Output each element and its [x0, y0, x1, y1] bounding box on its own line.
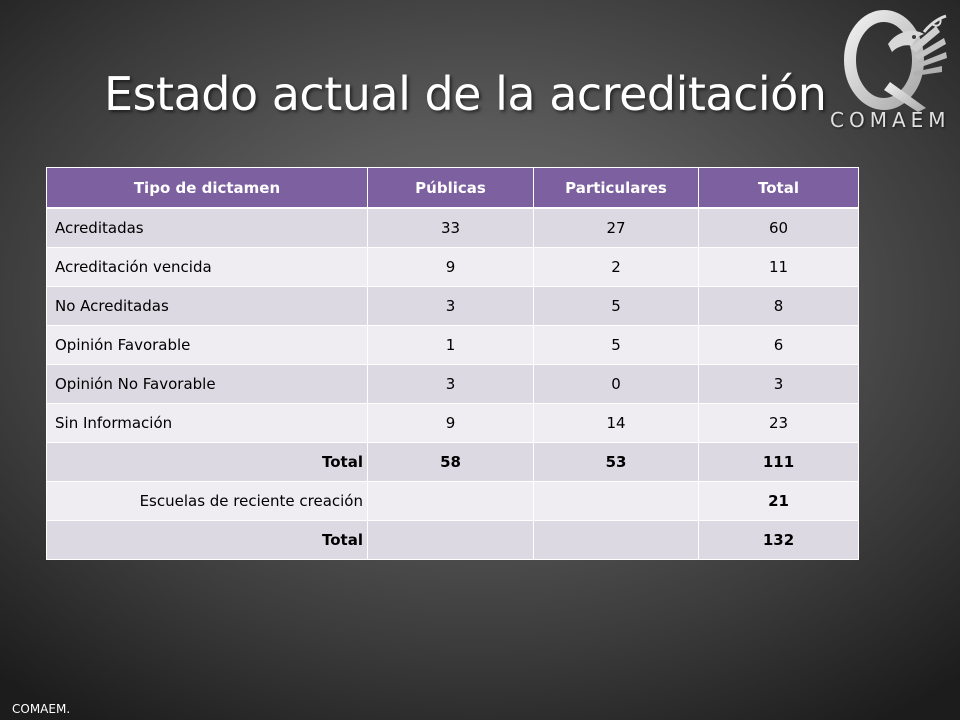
table-row: Acreditación vencida 9 2 11: [46, 247, 859, 287]
new-schools-label: Escuelas de reciente creación: [46, 481, 368, 521]
cell-publicas: 9: [367, 403, 534, 443]
table-row: No Acreditadas 3 5 8: [46, 286, 859, 326]
header-total: Total: [698, 167, 859, 209]
subtotal-total: 111: [698, 442, 859, 482]
cell-total: 6: [698, 325, 859, 365]
cell-particulares: 2: [533, 247, 699, 287]
row-label: Sin Información: [46, 403, 368, 443]
cell-total: 60: [698, 207, 859, 248]
subtotal-label: Total: [46, 442, 368, 482]
subtotal-publicas: 58: [367, 442, 534, 482]
grand-total-particulares: [533, 520, 699, 560]
grand-total-label: Total: [46, 520, 368, 560]
cell-particulares: 0: [533, 364, 699, 404]
header-tipo-dictamen: Tipo de dictamen: [46, 167, 368, 209]
header-particulares: Particulares: [533, 167, 699, 209]
subtotal-particulares: 53: [533, 442, 699, 482]
cell-publicas: 33: [367, 207, 534, 248]
cell-publicas: 9: [367, 247, 534, 287]
cell-particulares: 5: [533, 325, 699, 365]
header-publicas: Públicas: [367, 167, 534, 209]
cell-publicas: 1: [367, 325, 534, 365]
new-schools-row: Escuelas de reciente creación 21: [46, 481, 859, 521]
cell-particulares: 5: [533, 286, 699, 326]
logo-wordmark: COMAEM: [830, 108, 951, 132]
comaem-logo: COMAEM: [828, 4, 960, 134]
cell-total: 3: [698, 364, 859, 404]
new-schools-publicas: [367, 481, 534, 521]
row-label: Opinión Favorable: [46, 325, 368, 365]
grand-total-row: Total 132: [46, 520, 859, 560]
accreditation-table: Tipo de dictamen Públicas Particulares T…: [46, 167, 859, 560]
table-header-row: Tipo de dictamen Públicas Particulares T…: [46, 167, 859, 209]
row-label: Acreditadas: [46, 207, 368, 248]
grand-total-publicas: [367, 520, 534, 560]
cell-publicas: 3: [367, 286, 534, 326]
row-label: Acreditación vencida: [46, 247, 368, 287]
cell-particulares: 27: [533, 207, 699, 248]
grand-total-total: 132: [698, 520, 859, 560]
cell-total: 11: [698, 247, 859, 287]
cell-total: 23: [698, 403, 859, 443]
q-emblem-icon: [844, 10, 947, 112]
cell-total: 8: [698, 286, 859, 326]
new-schools-total: 21: [698, 481, 859, 521]
table-row: Opinión Favorable 1 5 6: [46, 325, 859, 365]
cell-publicas: 3: [367, 364, 534, 404]
slide-title: Estado actual de la acreditación: [104, 67, 827, 121]
table-row: Opinión No Favorable 3 0 3: [46, 364, 859, 404]
footer-text: COMAEM.: [12, 702, 71, 716]
subtotal-row: Total 58 53 111: [46, 442, 859, 482]
row-label: No Acreditadas: [46, 286, 368, 326]
new-schools-particulares: [533, 481, 699, 521]
row-label: Opinión No Favorable: [46, 364, 368, 404]
cell-particulares: 14: [533, 403, 699, 443]
table-row: Acreditadas 33 27 60: [46, 207, 859, 248]
table-row: Sin Información 9 14 23: [46, 403, 859, 443]
